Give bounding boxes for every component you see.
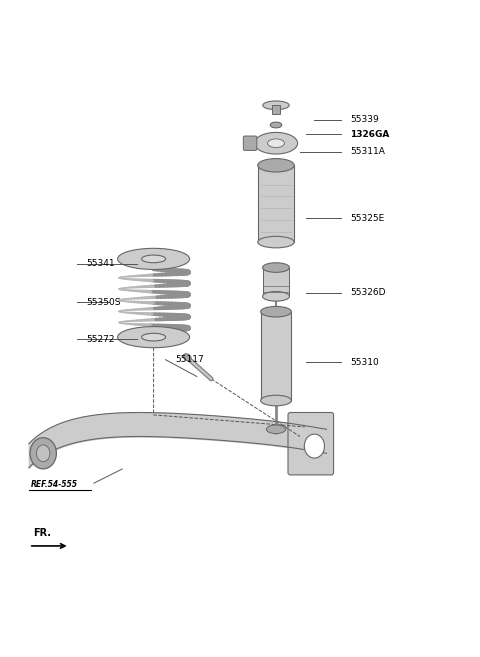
FancyBboxPatch shape: [272, 105, 280, 114]
Text: 1326GA: 1326GA: [350, 129, 390, 139]
Text: 55311A: 55311A: [350, 147, 385, 156]
FancyBboxPatch shape: [263, 267, 289, 296]
Text: 55272: 55272: [86, 334, 115, 344]
FancyBboxPatch shape: [261, 311, 291, 401]
Ellipse shape: [268, 139, 284, 148]
Text: 55350S: 55350S: [86, 298, 121, 307]
Ellipse shape: [142, 333, 166, 341]
Ellipse shape: [261, 396, 291, 406]
Ellipse shape: [118, 248, 190, 269]
Text: 55339: 55339: [350, 115, 379, 124]
Text: 55341: 55341: [86, 260, 115, 268]
Ellipse shape: [304, 434, 324, 458]
Ellipse shape: [263, 263, 289, 273]
Ellipse shape: [118, 327, 190, 348]
Ellipse shape: [258, 158, 294, 172]
FancyBboxPatch shape: [288, 413, 334, 475]
Ellipse shape: [266, 425, 286, 434]
Ellipse shape: [261, 306, 291, 317]
Text: FR.: FR.: [34, 528, 52, 539]
Text: 55117: 55117: [175, 355, 204, 364]
Text: REF.54-555: REF.54-555: [31, 480, 78, 489]
FancyBboxPatch shape: [243, 136, 257, 150]
Ellipse shape: [263, 101, 289, 110]
Text: 55326D: 55326D: [350, 288, 386, 297]
Text: 55325E: 55325E: [350, 214, 384, 223]
Ellipse shape: [258, 237, 294, 248]
Ellipse shape: [183, 353, 191, 361]
Ellipse shape: [142, 255, 166, 263]
Ellipse shape: [254, 133, 298, 154]
FancyBboxPatch shape: [258, 166, 294, 242]
Ellipse shape: [30, 438, 56, 469]
Ellipse shape: [270, 122, 282, 128]
Text: 55310: 55310: [350, 357, 379, 367]
Ellipse shape: [36, 445, 50, 462]
Ellipse shape: [263, 292, 289, 301]
